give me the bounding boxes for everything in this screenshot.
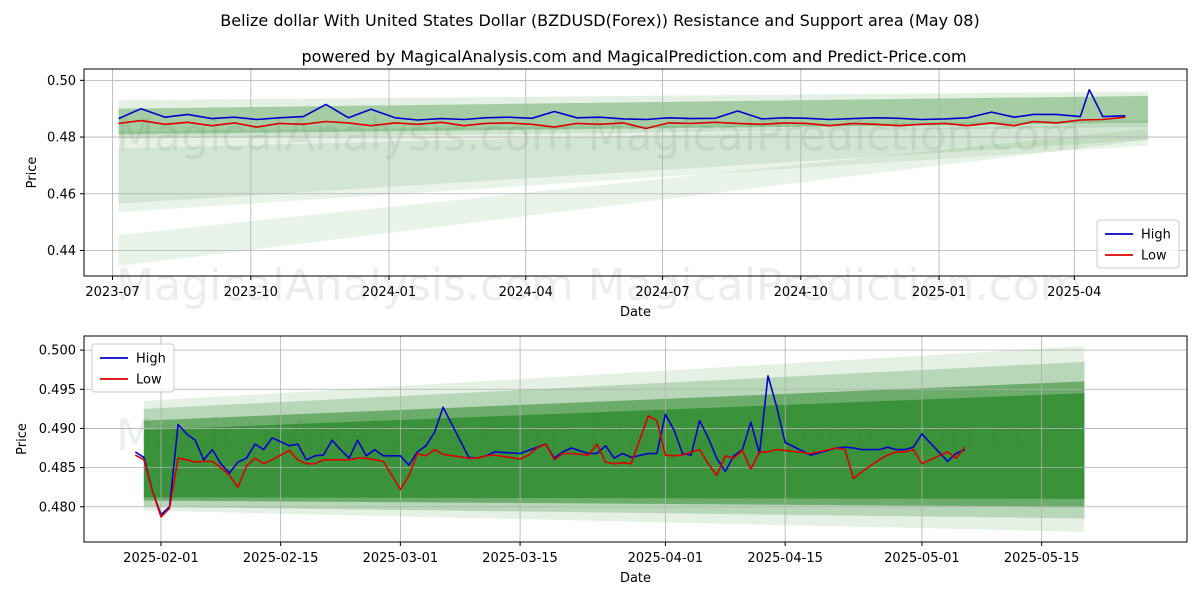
band-2 [118, 120, 1148, 204]
forecast-bands [143, 346, 1085, 532]
y-tick-label: 0.44 [47, 244, 76, 259]
legend-label-high: High [136, 352, 166, 367]
y-axis-label: Price [15, 423, 30, 455]
legend-label-high: High [1141, 228, 1171, 243]
y-tick-label: 0.495 [39, 383, 76, 398]
y-tick-label: 0.480 [39, 500, 76, 515]
x-tick-label: 2025-05-15 [1004, 551, 1080, 566]
bottom-chart-panel: MagicalAnalysis.comMagicalPrediction.com… [15, 335, 1188, 586]
legend-box [91, 343, 175, 393]
axes-frame [83, 335, 1188, 543]
chart-title: Belize dollar With United States Dollar … [220, 11, 979, 30]
legend-label-low: Low [136, 373, 162, 388]
x-tick-label: 2025-01 [912, 285, 966, 300]
top-chart-panel: MagicalAnalysis.com MagicalPrediction.com… [25, 68, 1188, 320]
y-axis-label: Price [25, 157, 40, 189]
x-tick-label: 2024-07 [635, 285, 689, 300]
y-tick-label: 0.50 [47, 74, 76, 89]
x-tick-label: 2024-04 [499, 285, 553, 300]
x-tick-label: 2023-10 [224, 285, 278, 300]
band-3 [143, 393, 1085, 499]
grid [84, 69, 1187, 276]
x-tick-label: 2025-04-01 [628, 551, 704, 566]
band-0 [118, 91, 1148, 139]
x-tick-label: 2023-07 [85, 285, 139, 300]
chart-subtitle: powered by MagicalAnalysis.com and Magic… [301, 47, 966, 66]
series [118, 88, 1126, 130]
y-tick-label: 0.490 [39, 422, 76, 437]
series [134, 375, 966, 518]
grid [84, 336, 1187, 542]
x-tick-label: 2025-03-01 [363, 551, 439, 566]
legend: High Low [91, 343, 175, 393]
series-high-line [118, 88, 1126, 121]
legend-label-low: Low [1141, 249, 1167, 264]
x-tick-label: 2025-03-15 [482, 551, 558, 566]
x-tick-label: 2025-05-01 [884, 551, 960, 566]
y-tick-label: 0.46 [47, 187, 76, 202]
legend: High Low [1096, 219, 1180, 269]
y-tick-label: 0.485 [39, 461, 76, 476]
axes-frame [83, 68, 1188, 277]
x-tick-label: 2025-04 [1047, 285, 1101, 300]
x-tick-label: 2025-02-01 [123, 551, 199, 566]
band-3 [118, 122, 1148, 213]
watermark-text: MagicalPrediction.com [588, 260, 1083, 311]
watermark-text: MagicalAnalysis.com [116, 110, 574, 161]
x-tick-label: 2024-01 [362, 285, 416, 300]
y-tick-label: 0.500 [39, 344, 76, 359]
x-tick-label: 2024-10 [774, 285, 828, 300]
y-tick-label: 0.48 [47, 131, 76, 146]
x-axis-label: Date [620, 305, 651, 320]
legend-box [1096, 219, 1180, 269]
watermark-text: MagicalAnalysis.com [116, 260, 574, 311]
x-axis-label: Date [620, 571, 651, 586]
x-tick-label: 2025-02-15 [243, 551, 319, 566]
band-4 [118, 128, 1148, 267]
series-low-line [134, 415, 966, 518]
series-low-line [118, 116, 1126, 130]
x-tick-label: 2025-04-15 [747, 551, 823, 566]
